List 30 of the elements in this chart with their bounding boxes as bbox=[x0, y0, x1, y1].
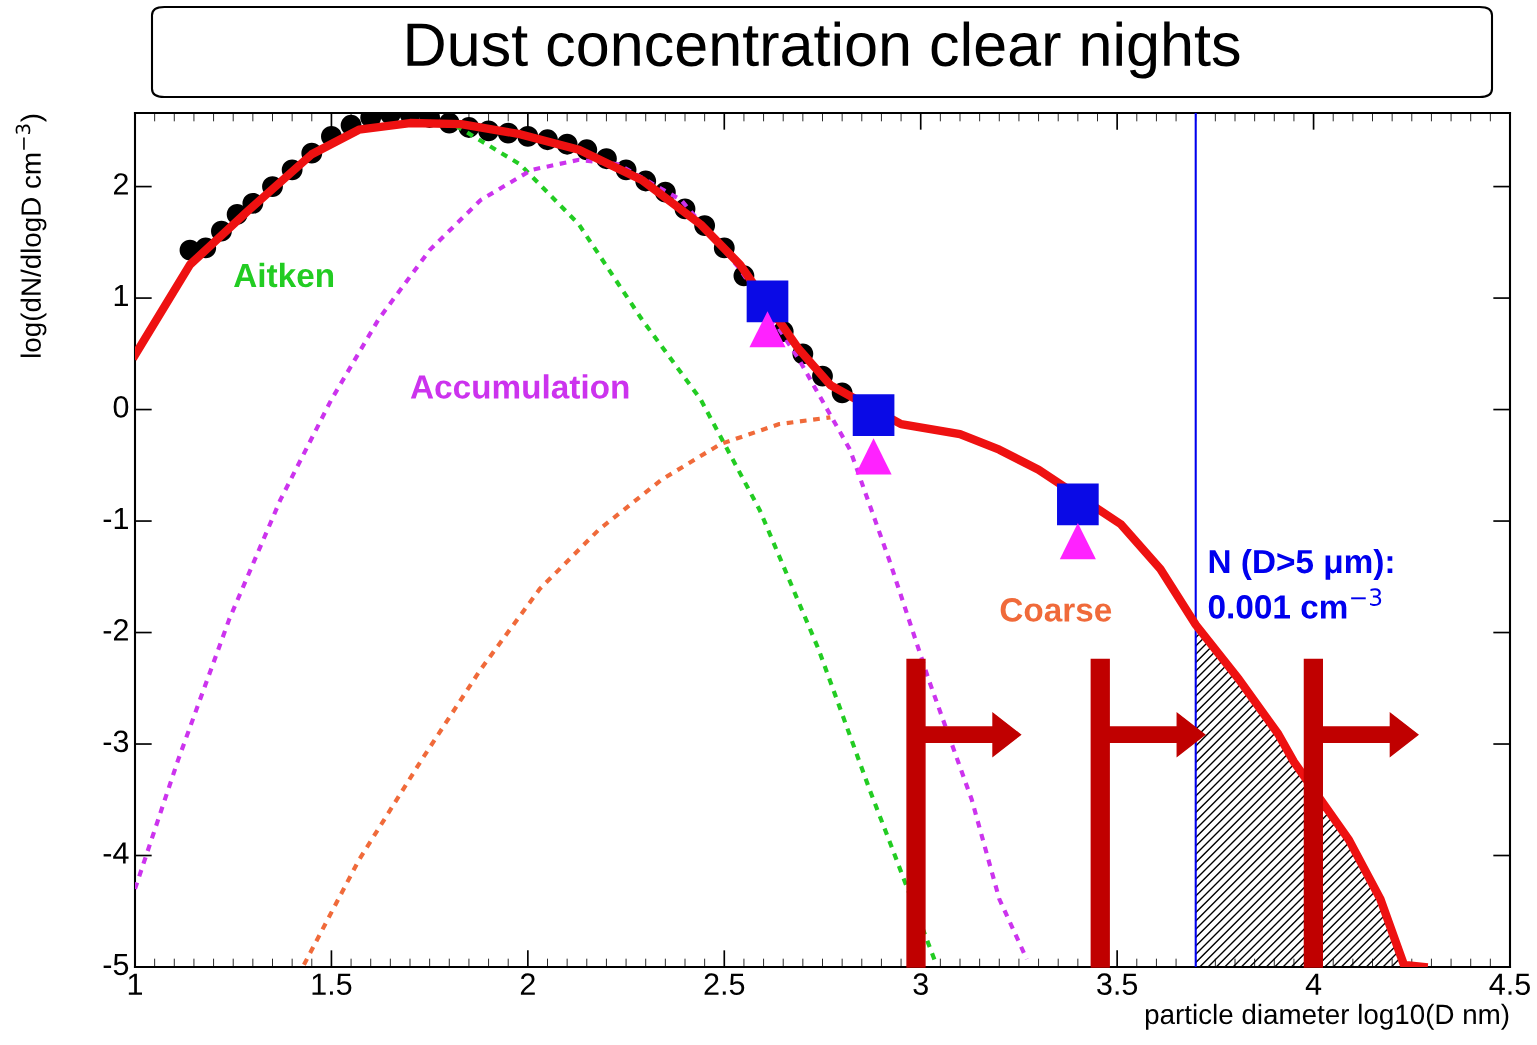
x-tick-label: 1.5 bbox=[312, 973, 352, 995]
chart-title: Dust concentration clear nights bbox=[407, 21, 1240, 79]
x-axis-title: particle diameter log10(D nm) bbox=[1145, 1003, 1509, 1030]
point bbox=[855, 438, 892, 475]
point bbox=[749, 311, 786, 348]
x-tick-label: 4 bbox=[1305, 973, 1322, 995]
series-label: Accumulation bbox=[410, 374, 629, 399]
x-tick-label: 3 bbox=[913, 973, 928, 995]
point bbox=[746, 280, 789, 323]
y-tick-label: -2 bbox=[103, 619, 128, 641]
line-series bbox=[301, 415, 833, 967]
y-tick-label: -5 bbox=[103, 953, 129, 976]
y-tick-label: 1 bbox=[114, 284, 128, 306]
text: Coarse bbox=[1000, 598, 1112, 622]
point bbox=[1059, 523, 1096, 560]
x-tick-label: 4.5 bbox=[1489, 973, 1530, 995]
x-tick-label: 1 bbox=[128, 973, 143, 995]
point bbox=[852, 394, 895, 436]
y-tick-label: -3 bbox=[103, 730, 129, 753]
y-axis-title: log(dN/dlogD cm$^{−3}$) bbox=[15, 114, 47, 357]
y-tick-label: -1 bbox=[103, 507, 128, 529]
point bbox=[1057, 483, 1099, 526]
x-tick-label: 3.5 bbox=[1097, 973, 1138, 995]
x-tick-label: 2 bbox=[520, 973, 535, 995]
x-tick-label: 2.5 bbox=[704, 973, 745, 995]
annotation: N (D>5 μm): 0.001 cm$^{−3}$ bbox=[1208, 548, 1393, 619]
y-tick-label: -4 bbox=[103, 842, 129, 864]
y-tick-label: 0 bbox=[113, 396, 129, 418]
y-tick-label: 2 bbox=[113, 173, 128, 195]
text: Aitken bbox=[234, 262, 334, 288]
